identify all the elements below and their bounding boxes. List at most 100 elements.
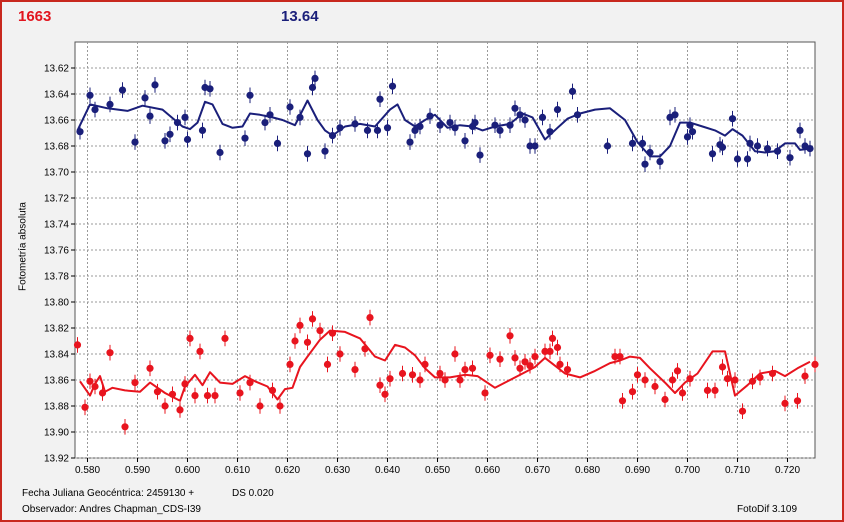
x-tick-label: 0.630: [325, 465, 350, 476]
x-tick-label: 0.640: [375, 465, 400, 476]
data-point: [723, 375, 732, 383]
data-point: [146, 364, 154, 372]
axis-ticks: 0.580 0.590 0.600 0.610 0.620 0.630 0.640 0.650…: [44, 64, 800, 477]
data-point: [411, 126, 419, 134]
data-point: [516, 364, 524, 372]
y-tick-label: 13.64: [44, 90, 69, 101]
y-tick-label: 13.82: [44, 324, 69, 335]
data-point: [786, 154, 794, 162]
data-point: [651, 382, 659, 391]
data-point: [166, 130, 174, 138]
footer-ds-label: DS 0.020: [232, 488, 274, 499]
data-point: [641, 160, 649, 168]
data-point: [191, 392, 199, 400]
data-point: [376, 381, 384, 389]
data-point: [451, 350, 459, 358]
data-point: [131, 379, 139, 387]
data-point: [406, 138, 414, 146]
data-point: [81, 403, 89, 411]
data-point: [673, 367, 682, 375]
data-point: [221, 334, 229, 342]
data-point: [363, 126, 372, 134]
footer-date-label: Fecha Juliana Geocéntrica: 2459130 +: [22, 488, 195, 499]
data-point: [738, 407, 747, 415]
data-point: [376, 95, 384, 103]
x-tick-label: 0.690: [625, 465, 650, 476]
data-point: [383, 124, 392, 132]
data-point: [546, 347, 554, 355]
data-point: [398, 369, 407, 378]
data-point: [86, 377, 94, 385]
data-point: [541, 347, 549, 355]
data-point: [246, 91, 254, 99]
data-point: [106, 349, 114, 357]
data-point: [718, 143, 727, 151]
data-point: [386, 375, 394, 383]
data-point: [796, 126, 804, 134]
y-tick-label: 13.68: [44, 142, 69, 153]
data-point: [436, 369, 444, 378]
data-point: [303, 150, 312, 158]
y-tick-label: 13.84: [44, 350, 69, 361]
data-point: [526, 142, 534, 150]
data-point: [531, 353, 539, 361]
data-point: [311, 74, 319, 82]
data-point: [548, 334, 557, 342]
data-point: [206, 85, 214, 93]
series-group: [73, 70, 819, 435]
data-point: [633, 371, 642, 379]
footer-version-label: FotoDif 3.109: [737, 504, 798, 515]
data-point: [456, 376, 464, 384]
x-tick-label: 0.580: [75, 465, 100, 476]
data-point: [718, 363, 727, 371]
y-tick-label: 13.78: [44, 272, 69, 283]
data-point: [436, 121, 444, 129]
data-point: [261, 119, 269, 127]
data-point: [308, 83, 317, 92]
data-point: [661, 395, 669, 404]
data-point: [526, 362, 534, 370]
data-point: [476, 151, 484, 159]
data-point: [743, 155, 752, 163]
x-tick-label: 0.660: [475, 465, 500, 476]
data-point: [468, 364, 477, 372]
data-point: [811, 360, 819, 368]
data-point: [186, 334, 194, 342]
x-tick-label: 0.650: [425, 465, 450, 476]
data-point: [563, 366, 572, 374]
data-point: [763, 145, 772, 153]
data-point: [616, 353, 624, 361]
data-point: [241, 134, 249, 142]
data-point: [628, 139, 637, 147]
data-point: [141, 94, 149, 102]
x-tick-label: 0.710: [725, 465, 750, 476]
data-point: [388, 82, 397, 90]
data-point: [683, 133, 692, 141]
data-point: [316, 327, 324, 335]
data-point: [246, 379, 254, 387]
y-tick-label: 13.66: [44, 116, 69, 127]
header-right-value: 13.64: [281, 8, 319, 25]
header-left-value: 1663: [18, 8, 52, 25]
data-point: [336, 350, 344, 358]
y-tick-label: 13.90: [44, 428, 69, 439]
data-point: [91, 106, 99, 114]
data-point: [753, 142, 762, 150]
data-point: [531, 142, 539, 150]
data-point: [553, 343, 562, 352]
y-tick-label: 13.80: [44, 298, 69, 309]
y-tick-label: 13.88: [44, 402, 69, 413]
data-point: [481, 389, 489, 397]
data-point: [446, 119, 454, 127]
series-2: [73, 309, 819, 435]
data-point: [416, 376, 424, 384]
data-point: [303, 338, 312, 346]
x-tick-label: 0.700: [675, 465, 700, 476]
x-tick-label: 0.600: [175, 465, 200, 476]
data-point: [733, 155, 742, 163]
data-point: [471, 119, 479, 127]
data-point: [656, 158, 664, 166]
data-point: [73, 341, 82, 349]
data-point: [308, 315, 317, 323]
